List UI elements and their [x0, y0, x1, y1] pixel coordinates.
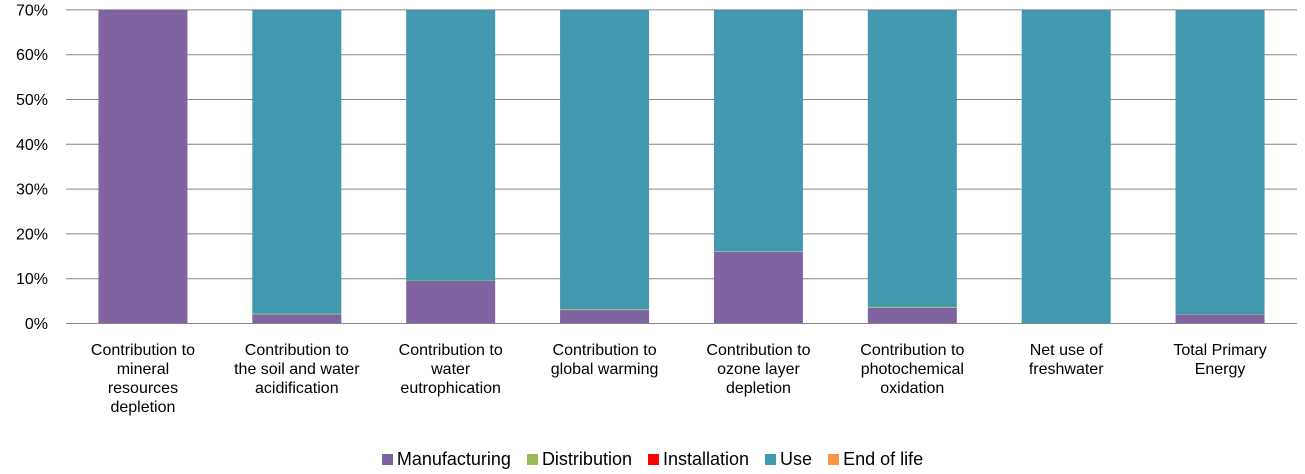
x-category-label: the soil and water — [234, 361, 360, 378]
bar-segment-manufacturing — [867, 307, 957, 324]
x-category-label: Contribution to — [706, 342, 810, 359]
bar-segment-manufacturing — [713, 251, 803, 324]
y-tick-label: 50% — [16, 92, 48, 109]
bar-segment-manufacturing — [406, 280, 496, 324]
x-category-label: Net use of — [1030, 342, 1103, 359]
legend-item: Manufacturing — [381, 449, 511, 470]
bar-segment-manufacturing — [252, 314, 342, 324]
legend-item: Use — [765, 449, 812, 470]
x-category-label: Contribution to — [91, 342, 195, 359]
x-category-label: Contribution to — [245, 342, 349, 359]
legend-item: Installation — [647, 449, 750, 470]
gridlines — [66, 9, 1297, 280]
x-category-label: depletion — [110, 399, 175, 416]
y-tick-label: 40% — [16, 137, 48, 154]
x-category-label: Contribution to — [553, 342, 657, 359]
x-category-label: freshwater — [1029, 361, 1104, 378]
x-category-label: mineral — [117, 361, 169, 378]
bar-segment-manufacturing — [1175, 314, 1265, 324]
legend-label: Use — [780, 449, 813, 469]
x-category-label: eutrophication — [400, 380, 501, 397]
x-category-label: resources — [108, 380, 178, 397]
y-tick-label: 70% — [16, 2, 48, 19]
bar-segment-distribution — [867, 306, 957, 308]
legend-label: End of life — [843, 449, 924, 469]
bar-segment-use — [252, 9, 342, 314]
bar-segment-use — [867, 9, 957, 307]
y-tick-label: 20% — [16, 226, 48, 243]
x-category-label: ozone layer — [717, 361, 800, 378]
bar-segment-use — [406, 9, 496, 281]
legend-swatch — [828, 454, 840, 465]
legend-swatch — [381, 454, 393, 465]
x-category-label: Energy — [1195, 361, 1246, 378]
y-tick-label: 10% — [16, 271, 48, 288]
bar-segment-use — [713, 9, 803, 252]
legend-item: Distribution — [526, 449, 632, 470]
legend: Manufacturing Distribution Installation Use… — [0, 449, 1305, 470]
legend-swatch — [765, 454, 777, 465]
legend-label: Installation — [662, 449, 750, 469]
bar-segment-manufacturing — [560, 310, 650, 324]
x-category-label: Contribution to — [860, 342, 964, 359]
legend-swatch — [647, 454, 659, 465]
x-category-label: Contribution to — [399, 342, 503, 359]
x-category-label: Total Primary — [1173, 342, 1266, 359]
chart: 0% 10% 20% 30% 40% 50% 60% 70% Contribution to m… — [16, 2, 1297, 416]
x-category-label: depletion — [726, 380, 791, 397]
bar-segment-use — [1021, 9, 1111, 324]
x-category-label: photochemical — [861, 361, 964, 378]
bar-segment-distribution — [252, 313, 342, 315]
x-category-label: oxidation — [880, 380, 944, 397]
x-axis-category-labels: Contribution to mineral resources depletion… — [91, 342, 1267, 416]
legend-label: Manufacturing — [396, 449, 511, 469]
x-category-label: global warming — [551, 361, 659, 378]
legend-label: Distribution — [541, 449, 632, 469]
bar-segment-use — [1175, 9, 1265, 315]
bar-segment-use — [560, 9, 650, 310]
legend-swatch — [526, 454, 538, 465]
y-tick-label: 60% — [16, 47, 48, 64]
y-tick-label: 30% — [16, 182, 48, 199]
y-axis-tick-labels: 0% 10% 20% 30% 40% 50% 60% 70% — [16, 2, 48, 333]
x-category-label: water — [430, 361, 471, 378]
bar-segment-distribution — [560, 309, 650, 311]
legend-item: End of life — [828, 449, 923, 470]
y-tick-label: 0% — [25, 316, 48, 333]
bar-segment-manufacturing — [98, 9, 188, 324]
x-category-label: acidification — [255, 380, 339, 397]
bars — [98, 9, 1265, 324]
